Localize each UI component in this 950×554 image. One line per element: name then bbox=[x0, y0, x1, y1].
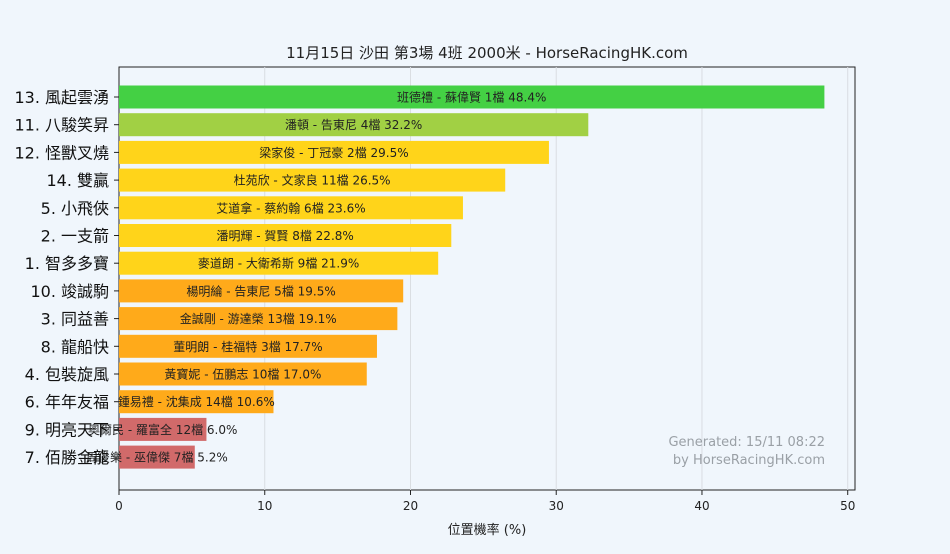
y-category-label: 7. 佰勝金龍 bbox=[25, 448, 109, 467]
x-tick-label: 10 bbox=[257, 499, 272, 513]
bar-data-label: 奧爾民 - 羅富全 12檔 6.0% bbox=[88, 422, 237, 437]
bar bbox=[119, 140, 549, 164]
bar-data-label: 楊明綸 - 告東尼 5檔 19.5% bbox=[186, 283, 335, 298]
bar-data-label: 潘明輝 - 賀賢 8檔 22.8% bbox=[216, 229, 353, 243]
bar-data-label: 班德禮 - 蘇偉賢 1檔 48.4% bbox=[397, 90, 546, 105]
x-tick-label: 20 bbox=[403, 499, 418, 513]
y-category-label: 12. 怪獸叉燒 bbox=[14, 143, 109, 162]
bar-data-label: 金誠剛 - 游達榮 13檔 19.1% bbox=[180, 311, 337, 326]
bar bbox=[119, 362, 367, 386]
x-tick-label: 0 bbox=[115, 499, 123, 513]
grid bbox=[264, 67, 849, 490]
bar bbox=[119, 417, 207, 441]
bar bbox=[119, 307, 398, 331]
bar-data-label: 潘頓 - 告東尼 4檔 32.2% bbox=[285, 118, 422, 132]
bar bbox=[119, 224, 452, 247]
bar bbox=[119, 334, 377, 358]
y-category-label: 3. 同益善 bbox=[41, 310, 109, 329]
y-category-label: 9. 明亮天下 bbox=[25, 420, 109, 439]
bar bbox=[119, 279, 404, 303]
bar bbox=[119, 85, 825, 109]
bar-data-label: 董明朗 - 桂福特 3檔 17.7% bbox=[173, 339, 322, 354]
y-category-label: 10. 竣誠駒 bbox=[30, 282, 109, 301]
y-axis-labels: 13. 風起雲湧 11. 八駿笑昇 12. 怪獸叉燒 14. 雙贏 5. 小飛俠 2. 一… bbox=[14, 88, 119, 467]
bar-data-label: 麥道朗 - 大衛希斯 9檔 21.9% bbox=[198, 256, 359, 271]
bar bbox=[119, 113, 589, 137]
y-category-label: 8. 龍船快 bbox=[41, 337, 109, 356]
y-category-label: 11. 八駿笑昇 bbox=[14, 116, 109, 135]
y-category-label: 6. 年年友福 bbox=[25, 393, 109, 412]
bar bbox=[119, 168, 506, 192]
bar-labels: 班德禮 - 蘇偉賢 1檔 48.4% 潘頓 - 告東尼 4檔 32.2% 梁家俊 -… bbox=[86, 90, 546, 465]
chart-title: 11月15日 沙田 第3場 4班 2000米 - HorseRacingHK.c… bbox=[286, 44, 688, 62]
y-category-label: 5. 小飛俠 bbox=[41, 199, 109, 218]
y-category-label: 2. 一支箭 bbox=[41, 227, 109, 246]
bars bbox=[119, 85, 825, 469]
y-category-label: 1. 智多多寶 bbox=[25, 254, 109, 273]
bar bbox=[119, 390, 274, 414]
bar-data-label: 梁家俊 - 丁冠豪 2檔 29.5% bbox=[259, 145, 408, 160]
bar-data-label: 周俊樂 - 巫偉傑 7檔 5.2% bbox=[86, 450, 228, 465]
plot-area bbox=[118, 66, 856, 491]
bar-data-label: 艾道拿 - 蔡約翰 6檔 23.6% bbox=[216, 200, 365, 215]
bar-data-label: 鍾易禮 - 沈集成 14檔 10.6% bbox=[118, 394, 275, 409]
watermark-generated: Generated: 15/11 08:22 bbox=[668, 435, 825, 450]
y-category-label: 13. 風起雲湧 bbox=[14, 88, 109, 107]
x-tick-label: 40 bbox=[694, 499, 709, 513]
x-tick-label: 50 bbox=[840, 499, 855, 513]
bar-data-label: 黃寶妮 - 伍鵬志 10檔 17.0% bbox=[164, 367, 321, 382]
x-axis-label: 位置機率 (%) bbox=[448, 522, 527, 538]
bar-data-label: 杜苑欣 - 文家良 11檔 26.5% bbox=[234, 173, 391, 188]
bar bbox=[119, 251, 439, 275]
watermark-site: by HorseRacingHK.com bbox=[673, 453, 825, 468]
x-tick-label: 30 bbox=[549, 499, 564, 513]
y-category-label: 14. 雙贏 bbox=[46, 171, 109, 190]
bar bbox=[119, 196, 463, 220]
bar bbox=[119, 445, 195, 469]
x-axis-ticks: 0 10 20 30 40 50 bbox=[115, 490, 855, 513]
y-category-label: 4. 包裝旋風 bbox=[25, 365, 109, 384]
